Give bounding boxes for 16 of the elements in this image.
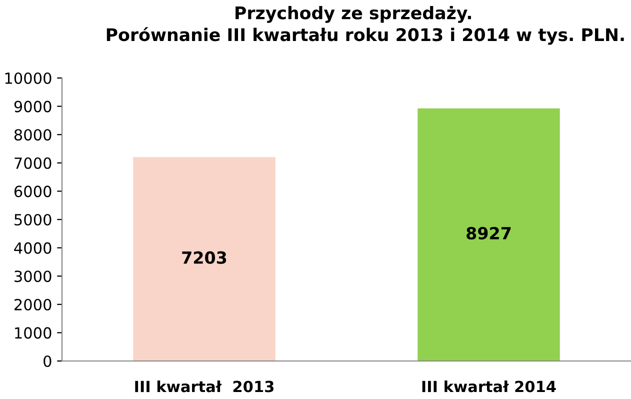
chart-title: Przychody ze sprzedaży. Porównanie III kwartału roku 2013 i 2014 w tys. PLN. [106, 6, 624, 45]
data-label: 8927 [466, 226, 511, 240]
data-label: 7203 [182, 251, 226, 264]
x-tick-label: III kwartał 2013 [135, 380, 274, 392]
y-tick-label: 2000 [14, 298, 52, 310]
y-tick-label: 5000 [14, 214, 52, 226]
y-tick-label: 9000 [14, 100, 52, 112]
y-tick-label: 1000 [15, 327, 52, 339]
y-tick-label: 7000 [14, 157, 52, 169]
y-tick-label: 0 [44, 355, 52, 368]
y-tick-label: 8000 [14, 129, 52, 141]
y-tick-label: 3000 [14, 270, 52, 282]
y-tick-label: 4000 [14, 242, 52, 254]
y-tick-label: 10000 [5, 72, 52, 84]
x-tick-label: III kwartał 2014 [422, 380, 556, 392]
y-tick-label: 6000 [14, 186, 52, 198]
